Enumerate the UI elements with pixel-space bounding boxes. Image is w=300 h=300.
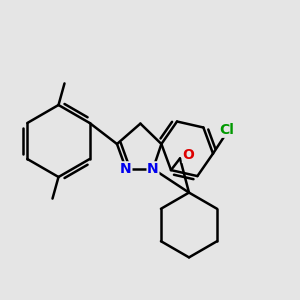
Text: N: N bbox=[147, 162, 159, 176]
Text: O: O bbox=[182, 148, 194, 162]
Text: N: N bbox=[120, 162, 132, 176]
Text: Cl: Cl bbox=[219, 123, 234, 137]
